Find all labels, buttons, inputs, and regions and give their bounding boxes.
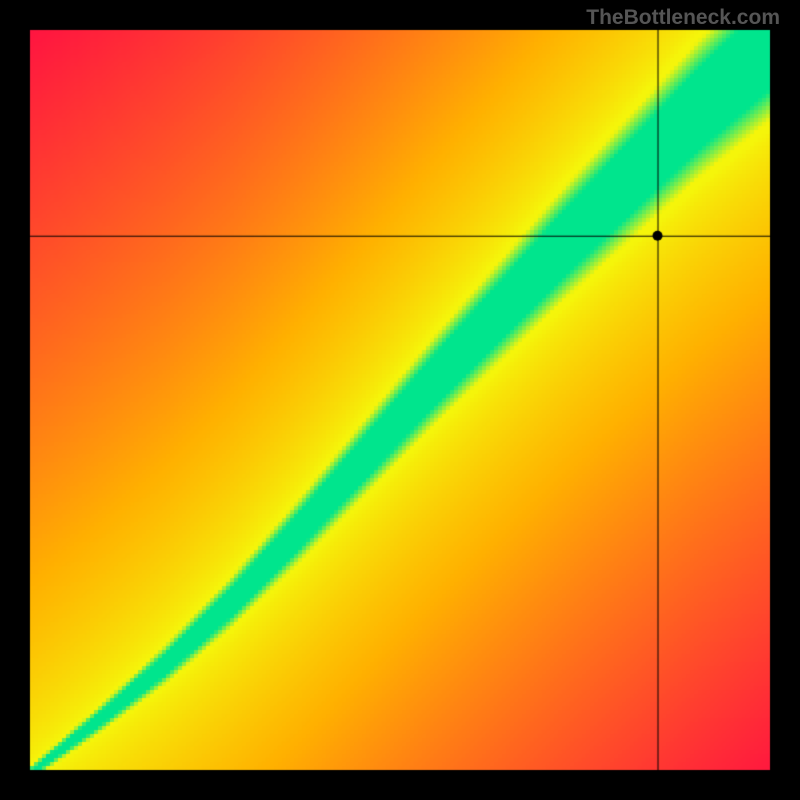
- bottleneck-heatmap: [0, 0, 800, 800]
- chart-container: TheBottleneck.com: [0, 0, 800, 800]
- watermark-text: TheBottleneck.com: [586, 6, 780, 30]
